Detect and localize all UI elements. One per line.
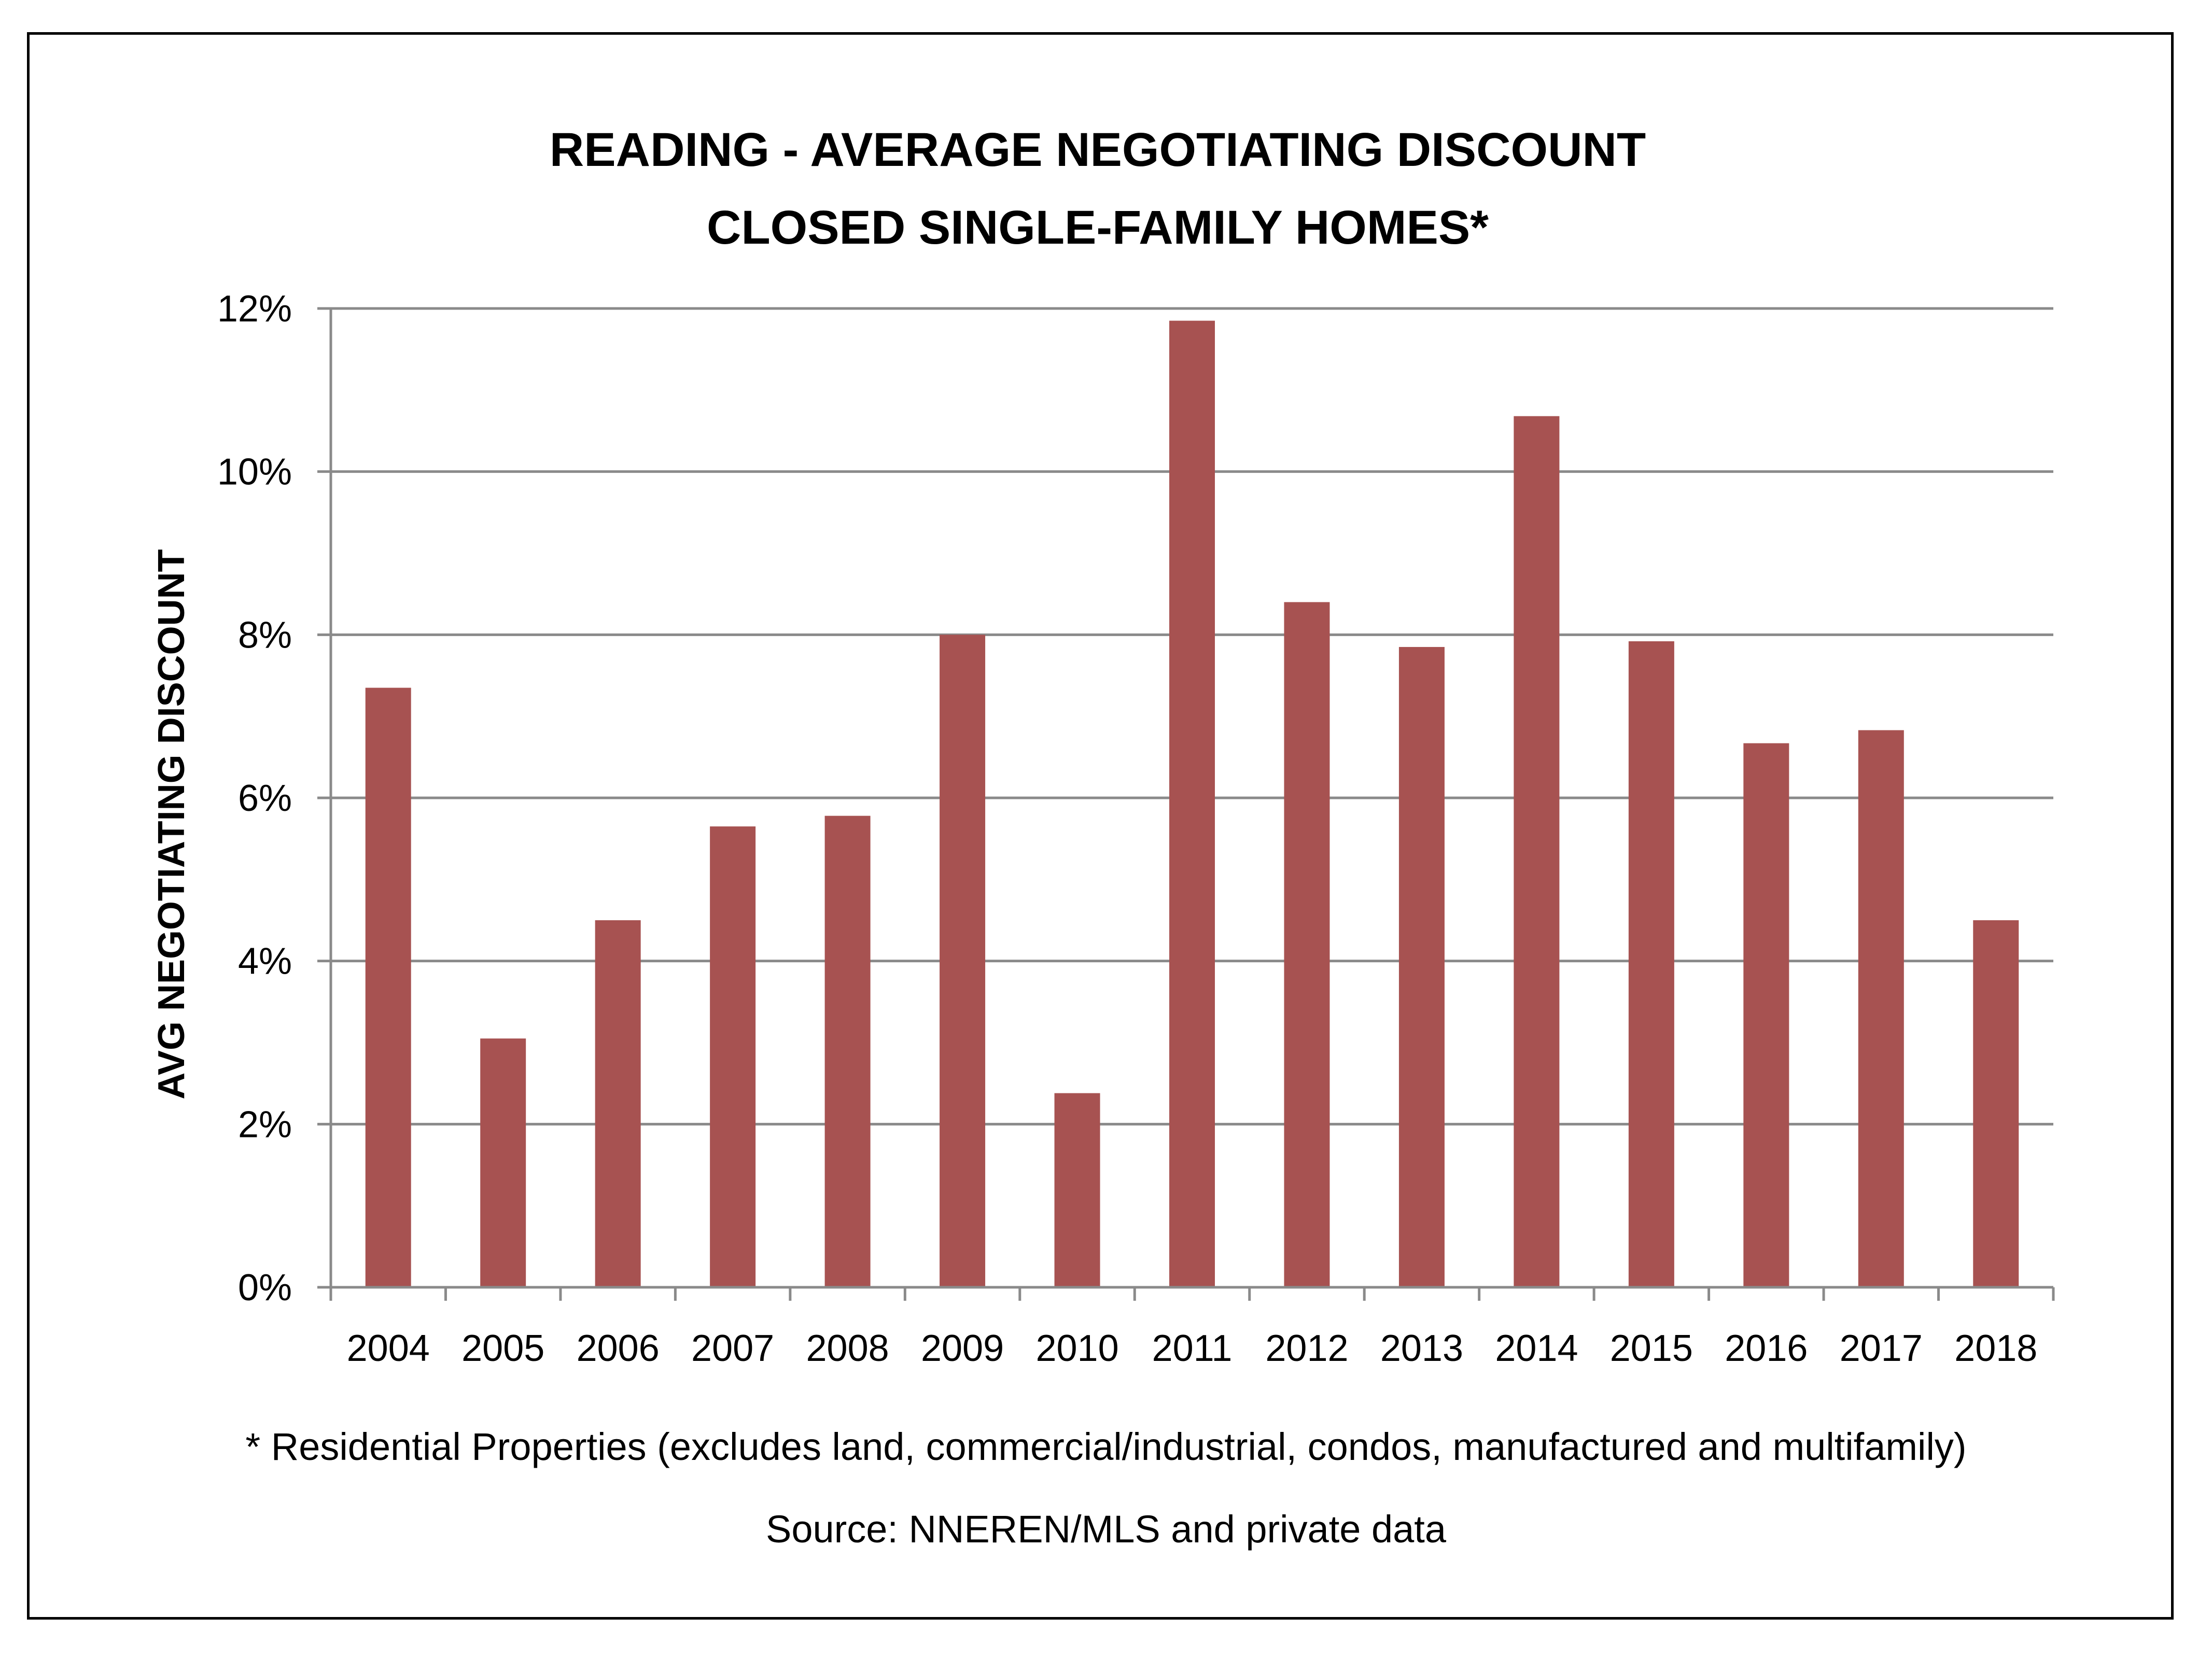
axes bbox=[317, 307, 2055, 1301]
x-tick-label: 2010 bbox=[1035, 1328, 1118, 1369]
bar-2006 bbox=[595, 920, 641, 1287]
bar-2018 bbox=[1973, 920, 2019, 1287]
y-tick-label: 4% bbox=[238, 941, 292, 982]
y-tick-labels: 0% 2% 4% 6% 8% 10% 12% bbox=[217, 288, 292, 1309]
y-tick-label: 0% bbox=[238, 1267, 292, 1309]
bar-2014 bbox=[1514, 416, 1560, 1288]
x-tick-label: 2007 bbox=[691, 1328, 774, 1369]
bar-2012 bbox=[1284, 602, 1330, 1287]
bar-2017 bbox=[1858, 730, 1904, 1287]
x-tick-labels: 2004 2005 2006 2007 2008 2009 2010 2011 2012 2013… bbox=[347, 1328, 2038, 1369]
y-tick-label: 12% bbox=[217, 288, 292, 330]
bar-2011 bbox=[1169, 320, 1215, 1287]
source-note: Source: NNEREN/MLS and private data bbox=[766, 1508, 1447, 1551]
x-tick-label: 2017 bbox=[1840, 1328, 1923, 1369]
y-tick-label: 10% bbox=[217, 452, 292, 493]
bar-2004 bbox=[365, 687, 411, 1287]
bar-2008 bbox=[824, 816, 871, 1287]
x-tick-label: 2006 bbox=[577, 1328, 660, 1369]
x-tick-label: 2008 bbox=[806, 1328, 889, 1369]
y-axis-label: AVG NEGOTIATING DISCOUNT bbox=[151, 549, 192, 1099]
bar-2005 bbox=[480, 1038, 526, 1287]
y-tick-label: 8% bbox=[238, 614, 292, 656]
y-tick-label: 6% bbox=[238, 778, 292, 819]
bar-2010 bbox=[1054, 1093, 1100, 1287]
x-tick-label: 2009 bbox=[921, 1328, 1004, 1369]
bar-2013 bbox=[1398, 646, 1445, 1287]
x-tick-label: 2018 bbox=[1954, 1328, 2037, 1369]
x-tick-label: 2004 bbox=[347, 1328, 430, 1369]
bar-2015 bbox=[1628, 641, 1674, 1287]
x-tick-label: 2016 bbox=[1725, 1328, 1808, 1369]
x-tick-label: 2011 bbox=[1152, 1328, 1233, 1369]
x-tick-label: 2013 bbox=[1380, 1328, 1463, 1369]
bar-2016 bbox=[1743, 743, 1789, 1287]
chart-subtitle: CLOSED SINGLE-FAMILY HOMES* bbox=[707, 201, 1489, 254]
x-tick-label: 2012 bbox=[1265, 1328, 1348, 1369]
x-tick-label: 2005 bbox=[461, 1328, 544, 1369]
footnote: * Residential Properties (excludes land,… bbox=[245, 1425, 1966, 1468]
bar-2009 bbox=[940, 635, 986, 1287]
bars bbox=[365, 320, 2019, 1288]
y-tick-label: 2% bbox=[238, 1104, 292, 1145]
chart-frame bbox=[27, 32, 2174, 1620]
x-tick-label: 2014 bbox=[1495, 1328, 1578, 1369]
bar-2007 bbox=[710, 826, 756, 1287]
x-tick-label: 2015 bbox=[1610, 1328, 1693, 1369]
chart-title: READING - AVERAGE NEGOTIATING DISCOUNT bbox=[550, 123, 1646, 176]
